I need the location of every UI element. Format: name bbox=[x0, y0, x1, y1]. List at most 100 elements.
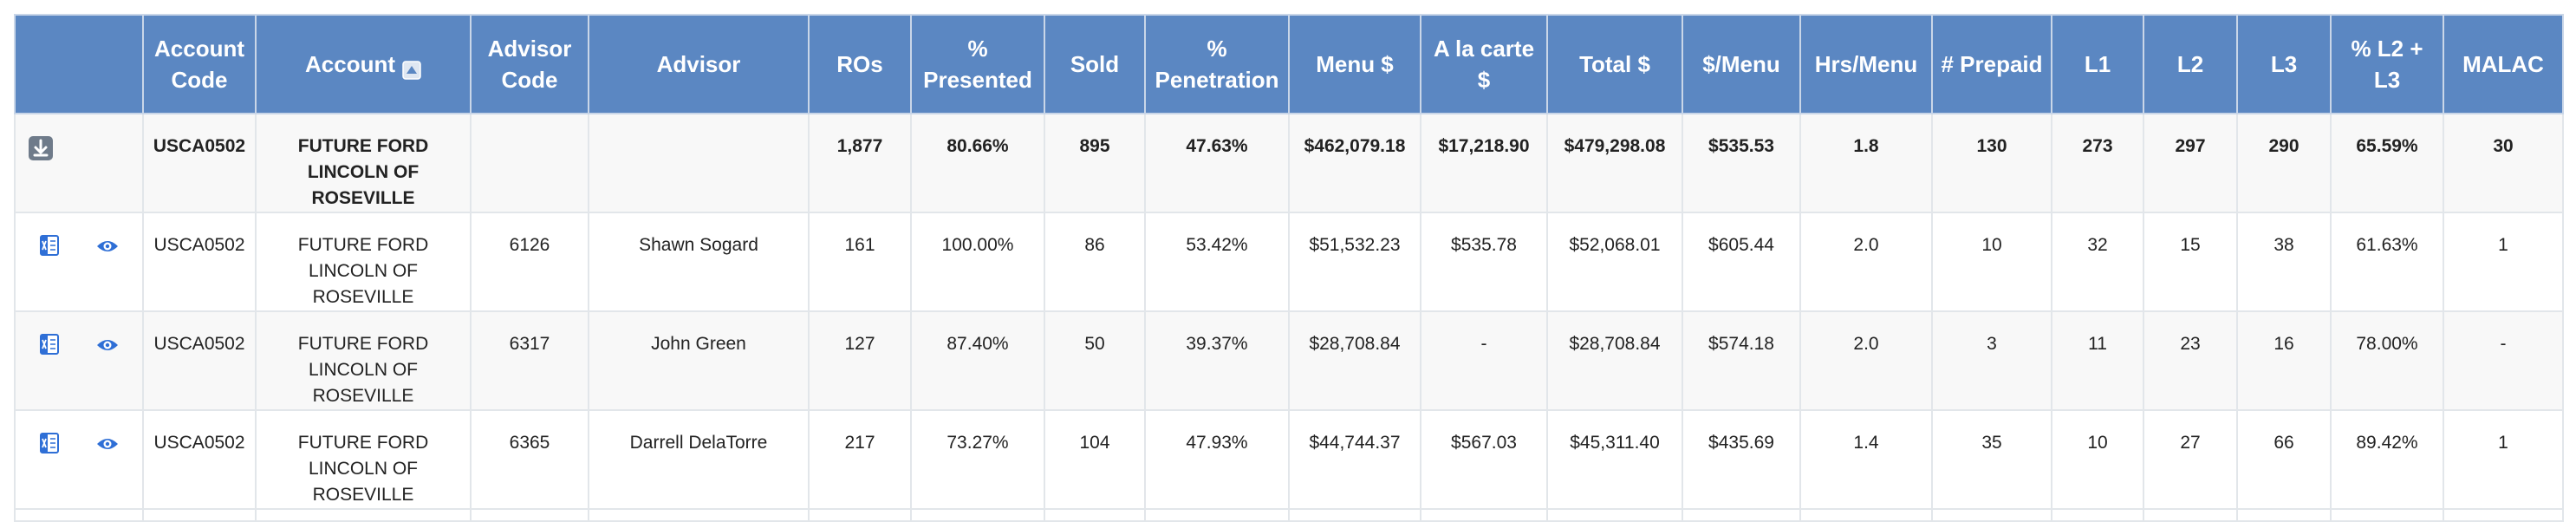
table-row: USCA0502 FUTURE FORD LINCOLN OF ROSEVILL… bbox=[14, 212, 2564, 312]
total-pct-l2-l3: 65.59% bbox=[2330, 113, 2444, 213]
header-row: Account Code Account Advisor Code Adviso… bbox=[14, 14, 2564, 114]
header-account-label: Account bbox=[305, 51, 395, 77]
cell-advisor: Shawn Sogard bbox=[588, 212, 810, 312]
cell-pct-presented: 73.27% bbox=[910, 409, 1045, 510]
cell-pct-l2-l3: 61.63% bbox=[2330, 212, 2444, 312]
header-advisor-code[interactable]: Advisor Code bbox=[470, 14, 589, 114]
header-account-code[interactable]: Account Code bbox=[142, 14, 257, 114]
sort-ascending-icon[interactable] bbox=[402, 56, 421, 80]
excel-export-icon[interactable] bbox=[39, 333, 60, 363]
header-l2[interactable]: L2 bbox=[2143, 14, 2238, 114]
cell-menu: $51,532.23 bbox=[1288, 212, 1421, 312]
total-pct-penetration: 47.63% bbox=[1144, 113, 1290, 213]
cell-l3: 66 bbox=[2236, 409, 2332, 510]
cell-per-menu: $605.44 bbox=[1682, 212, 1801, 312]
cell-l1: 10 bbox=[2051, 409, 2144, 510]
total-row: USCA0502 FUTURE FORD LINCOLN OF ROSEVILL… bbox=[14, 113, 2564, 213]
cell-account-code: USCA0502 bbox=[142, 409, 257, 510]
cell-sold: 86 bbox=[1044, 212, 1146, 312]
cell-account: FUTURE FORD LINCOLN OF ROSEVILLE bbox=[255, 409, 472, 510]
cell-alacarte: $567.03 bbox=[1420, 409, 1548, 510]
cell-ros: 161 bbox=[808, 212, 912, 312]
total-advisor-code bbox=[470, 113, 589, 213]
header-pct-l2-l3[interactable]: % L2 + L3 bbox=[2330, 14, 2444, 114]
total-hrs-menu: 1.8 bbox=[1799, 113, 1933, 213]
advisor-report-table: Account Code Account Advisor Code Adviso… bbox=[14, 14, 2564, 522]
cell-menu: $28,708.84 bbox=[1288, 310, 1421, 411]
total-alacarte: $17,218.90 bbox=[1420, 113, 1548, 213]
total-menu: $462,079.18 bbox=[1288, 113, 1421, 213]
cell-ros: 217 bbox=[808, 409, 912, 510]
cell-malac: 1 bbox=[2443, 212, 2564, 312]
header-malac[interactable]: MALAC bbox=[2443, 14, 2564, 114]
cell-l3: 16 bbox=[2236, 310, 2332, 411]
header-l3[interactable]: L3 bbox=[2236, 14, 2332, 114]
total-pct-presented: 80.66% bbox=[910, 113, 1045, 213]
cell-per-menu: $435.69 bbox=[1682, 409, 1801, 510]
header-menu[interactable]: Menu $ bbox=[1288, 14, 1421, 114]
header-pct-presented[interactable]: % Presented bbox=[910, 14, 1045, 114]
header-l1[interactable]: L1 bbox=[2051, 14, 2144, 114]
total-account-code: USCA0502 bbox=[142, 113, 257, 213]
cell-advisor-code: 6126 bbox=[470, 212, 589, 312]
eye-icon[interactable] bbox=[95, 336, 120, 362]
header-hrs-menu[interactable]: Hrs/Menu bbox=[1799, 14, 1933, 114]
total-l1: 273 bbox=[2051, 113, 2144, 213]
header-advisor[interactable]: Advisor bbox=[588, 14, 810, 114]
cell-l2: 27 bbox=[2143, 409, 2238, 510]
header-alacarte[interactable]: A la carte $ bbox=[1420, 14, 1548, 114]
header-account[interactable]: Account bbox=[255, 14, 472, 114]
cell-account: FUTURE FORD LINCOLN OF ROSEVILLE bbox=[255, 212, 472, 312]
total-prepaid: 130 bbox=[1931, 113, 2052, 213]
header-sold[interactable]: Sold bbox=[1044, 14, 1146, 114]
header-total[interactable]: Total $ bbox=[1546, 14, 1683, 114]
excel-export-icon[interactable] bbox=[39, 234, 60, 264]
cell-pct-l2-l3: 89.42% bbox=[2330, 409, 2444, 510]
cell-total: $45,311.40 bbox=[1546, 409, 1683, 510]
total-advisor bbox=[588, 113, 810, 213]
cell-ros: 127 bbox=[808, 310, 912, 411]
advisor-report-table-container: Account Code Account Advisor Code Adviso… bbox=[14, 14, 2564, 522]
eye-icon[interactable] bbox=[95, 237, 120, 263]
header-prepaid[interactable]: # Prepaid bbox=[1931, 14, 2052, 114]
cell-account-code: USCA0502 bbox=[142, 310, 257, 411]
eye-icon[interactable] bbox=[95, 434, 120, 460]
cell-l3: 38 bbox=[2236, 212, 2332, 312]
cell-malac: 1 bbox=[2443, 409, 2564, 510]
cell-l1: 11 bbox=[2051, 310, 2144, 411]
cell-alacarte: $535.78 bbox=[1420, 212, 1548, 312]
cell-sold: 50 bbox=[1044, 310, 1146, 411]
table-row: USCA0502 FUTURE FORD LINCOLN OF ROSEVILL… bbox=[14, 310, 2564, 411]
cell-pct-l2-l3: 78.00% bbox=[2330, 310, 2444, 411]
cell-advisor-code: 6317 bbox=[470, 310, 589, 411]
cell-hrs-menu: 2.0 bbox=[1799, 212, 1933, 312]
total-l2: 297 bbox=[2143, 113, 2238, 213]
cell-total: $52,068.01 bbox=[1546, 212, 1683, 312]
cell-account-code: USCA0502 bbox=[142, 212, 257, 312]
cell-prepaid: 3 bbox=[1931, 310, 2052, 411]
cell-l1: 32 bbox=[2051, 212, 2144, 312]
cell-total: $28,708.84 bbox=[1546, 310, 1683, 411]
cell-l2: 23 bbox=[2143, 310, 2238, 411]
cell-pct-penetration: 53.42% bbox=[1144, 212, 1290, 312]
header-per-menu[interactable]: $/Menu bbox=[1682, 14, 1801, 114]
header-pct-penetration[interactable]: % Penetration bbox=[1144, 14, 1290, 114]
table-row-partial bbox=[14, 508, 2564, 522]
cell-per-menu: $574.18 bbox=[1682, 310, 1801, 411]
total-ros: 1,877 bbox=[808, 113, 912, 213]
cell-account: FUTURE FORD LINCOLN OF ROSEVILLE bbox=[255, 310, 472, 411]
cell-hrs-menu: 1.4 bbox=[1799, 409, 1933, 510]
cell-menu: $44,744.37 bbox=[1288, 409, 1421, 510]
cell-pct-penetration: 47.93% bbox=[1144, 409, 1290, 510]
cell-malac: - bbox=[2443, 310, 2564, 411]
cell-advisor: John Green bbox=[588, 310, 810, 411]
excel-export-icon[interactable] bbox=[39, 432, 60, 462]
download-icon[interactable] bbox=[28, 135, 54, 161]
total-sold: 895 bbox=[1044, 113, 1146, 213]
cell-advisor: Darrell DelaTorre bbox=[588, 409, 810, 510]
cell-hrs-menu: 2.0 bbox=[1799, 310, 1933, 411]
total-malac: 30 bbox=[2443, 113, 2564, 213]
header-ros[interactable]: ROs bbox=[808, 14, 912, 114]
cell-prepaid: 35 bbox=[1931, 409, 2052, 510]
cell-alacarte: - bbox=[1420, 310, 1548, 411]
